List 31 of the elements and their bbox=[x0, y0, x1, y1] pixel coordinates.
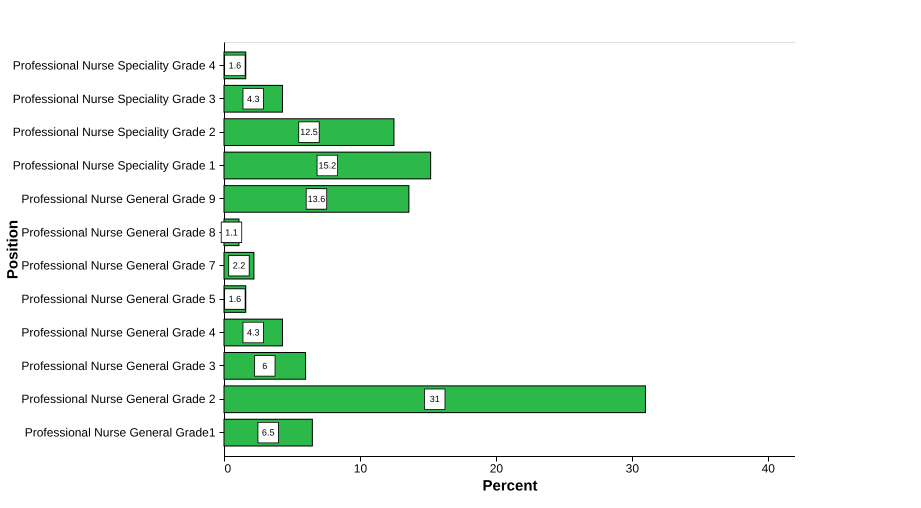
y-tick-label: Professional Nurse General Grade 3 bbox=[21, 358, 216, 373]
data-label: 6.5 bbox=[262, 428, 274, 438]
data-label: 13.6 bbox=[308, 194, 326, 204]
data-label: 2.2 bbox=[232, 260, 246, 271]
data-label: 6 bbox=[262, 360, 268, 371]
y-tick-label: Professional Nurse General Grade 7 bbox=[21, 258, 216, 273]
y-tick-label: Professional Nurse General Grade 4 bbox=[21, 325, 216, 340]
x-tick-label: 30 bbox=[626, 462, 640, 476]
x-tick-label: 0 bbox=[224, 462, 232, 476]
y-tick-label: Professional Nurse General Grade1 bbox=[24, 426, 216, 440]
data-label: 15.2 bbox=[318, 160, 336, 171]
data-label: 31 bbox=[430, 394, 440, 404]
y-tick-label: Professional Nurse General Grade 8 bbox=[21, 225, 216, 240]
data-label: 12.5 bbox=[300, 127, 318, 138]
y-tick-label: Professional Nurse Speciality Grade 4 bbox=[12, 58, 216, 72]
data-label: 1.6 bbox=[228, 60, 242, 70]
y-axis-title: Position bbox=[4, 220, 22, 280]
data-label: 4.3 bbox=[246, 327, 260, 338]
data-label: 4.3 bbox=[246, 94, 260, 104]
y-tick-label: Professional Nurse General Grade 9 bbox=[21, 192, 216, 206]
x-tick-label: 10 bbox=[354, 462, 368, 476]
data-label: 1.6 bbox=[228, 294, 242, 304]
x-axis-title: Percent bbox=[482, 478, 538, 494]
x-tick-label: 20 bbox=[490, 462, 504, 476]
y-tick-label: Professional Nurse General Grade 2 bbox=[21, 392, 216, 406]
x-tick-label: 40 bbox=[762, 462, 776, 476]
y-tick-label: Professional Nurse General Grade 5 bbox=[21, 292, 216, 306]
y-tick-label: Professional Nurse Speciality Grade 3 bbox=[12, 92, 216, 106]
y-tick-label: Professional Nurse Speciality Grade 1 bbox=[12, 158, 216, 173]
y-tick-label: Professional Nurse Speciality Grade 2 bbox=[12, 125, 216, 140]
data-label: 1.1 bbox=[225, 227, 238, 238]
